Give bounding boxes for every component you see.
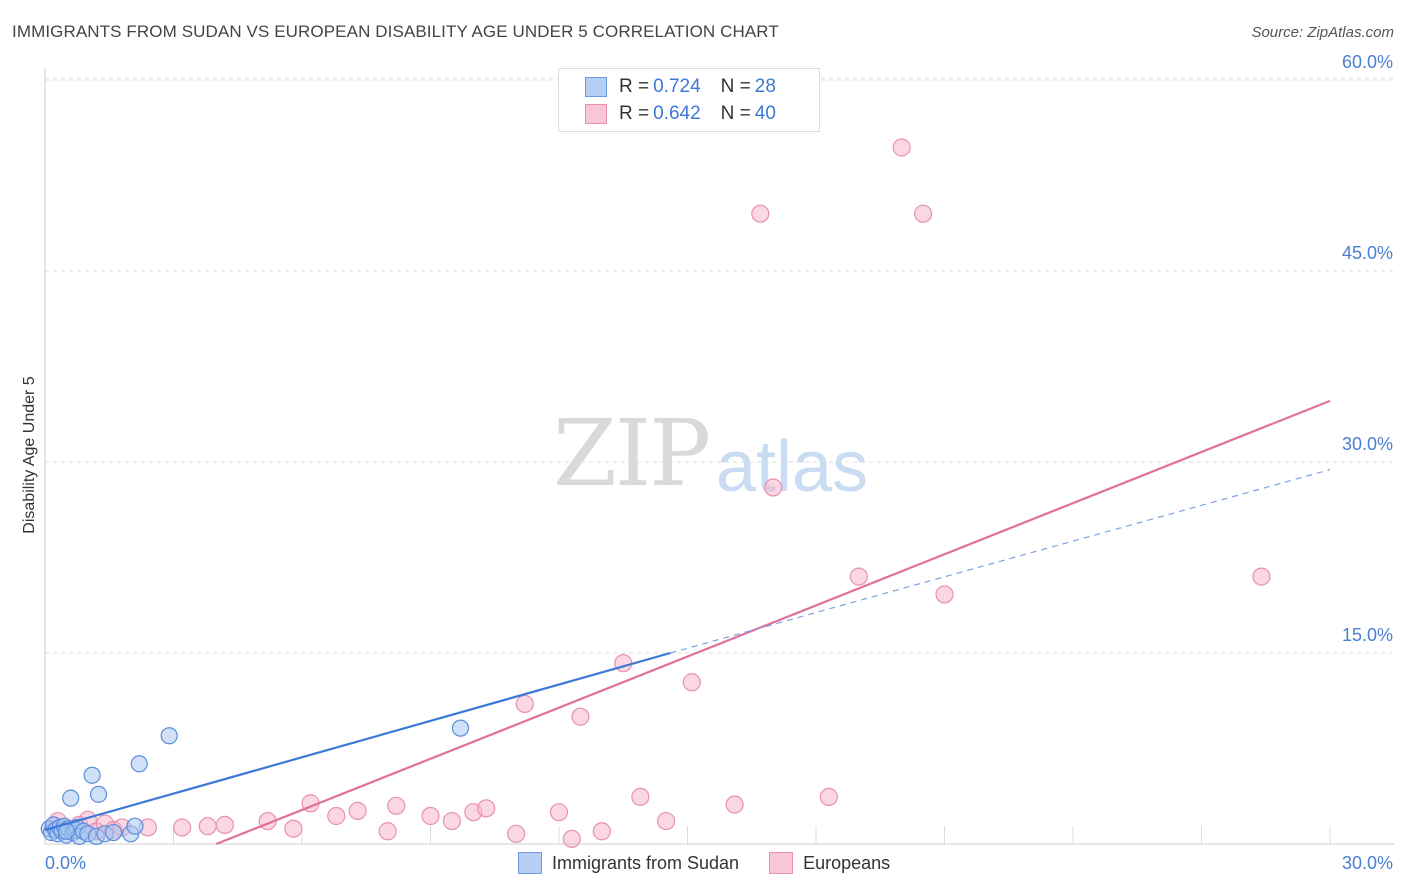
europeans-point xyxy=(849,567,868,586)
sudan-point xyxy=(89,785,108,803)
sudan-point xyxy=(451,719,470,737)
legend-n-value: 28 xyxy=(754,76,776,97)
legend-r-label: R = xyxy=(619,103,650,124)
europeans-point xyxy=(913,204,933,223)
europeans-point xyxy=(215,815,234,835)
bottom-legend-swatch-sudan xyxy=(518,852,542,874)
bottom-legend-sudan: Immigrants from Sudan xyxy=(518,852,739,874)
europeans-point xyxy=(751,204,770,223)
sudan-point xyxy=(160,727,178,745)
source-label: Source: ZipAtlas.com xyxy=(1251,24,1394,41)
x-tick-label: 0.0% xyxy=(45,853,86,873)
europeans-point xyxy=(892,138,911,157)
europeans-point xyxy=(172,818,192,837)
bottom-legend: Immigrants from Sudan Europeans xyxy=(518,852,920,874)
watermark-zip: ZIP xyxy=(553,400,711,507)
y-tick-label: 45.0% xyxy=(1342,243,1393,263)
sudan-trendline xyxy=(44,651,671,832)
europeans-trendline xyxy=(215,399,1331,846)
europeans-point xyxy=(592,822,611,841)
europeans-point xyxy=(725,795,744,814)
europeans-point xyxy=(284,819,303,838)
europeans-point xyxy=(327,806,346,826)
legend-swatch-europeans xyxy=(585,104,607,124)
x-tick-label: 30.0% xyxy=(1342,853,1393,873)
sudan-point xyxy=(62,789,80,807)
europeans-point xyxy=(348,801,367,820)
europeans-point xyxy=(477,799,496,818)
europeans-point xyxy=(571,707,590,726)
legend-n-label: N = xyxy=(720,103,751,124)
europeans-point xyxy=(378,822,397,841)
bottom-legend-label-sudan: Immigrants from Sudan xyxy=(552,852,740,873)
europeans-point xyxy=(421,806,440,826)
europeans-point xyxy=(387,796,406,815)
sudan-point xyxy=(126,817,144,835)
europeans-point xyxy=(1252,567,1271,586)
chart-title: IMMIGRANTS FROM SUDAN VS EUROPEAN DISABI… xyxy=(12,22,779,41)
legend-swatch-sudan xyxy=(585,77,607,97)
europeans-point xyxy=(198,817,217,836)
legend-box: R = 0.724 N = 28 R = 0.642 N = 40 xyxy=(558,68,820,132)
europeans-point xyxy=(549,803,569,822)
legend-r-value: 0.642 xyxy=(653,103,701,124)
legend-row-europeans: R = 0.642 N = 40 xyxy=(585,101,776,127)
europeans-point xyxy=(515,694,534,714)
legend-r-label: R = xyxy=(619,76,650,97)
europeans-point xyxy=(507,824,526,843)
sudan-point xyxy=(83,766,101,784)
sudan-trendline-extension xyxy=(670,469,1331,654)
europeans-point xyxy=(682,673,701,692)
europeans-point xyxy=(442,811,462,831)
europeans-point xyxy=(631,787,650,806)
bottom-legend-swatch-europeans xyxy=(769,852,794,874)
legend-r-value: 0.724 xyxy=(653,76,701,97)
europeans-point xyxy=(764,478,783,497)
europeans-point xyxy=(562,829,581,849)
legend-n-label: N = xyxy=(720,76,751,97)
sudan-point xyxy=(130,755,148,773)
bottom-legend-label-europeans: Europeans xyxy=(803,852,891,873)
bottom-legend-europeans: Europeans xyxy=(769,852,890,874)
europeans-point xyxy=(935,585,954,604)
y-tick-label: 30.0% xyxy=(1342,434,1393,454)
europeans-point xyxy=(656,811,676,831)
legend-n-value: 40 xyxy=(754,103,776,124)
sudan-point xyxy=(104,823,123,842)
europeans-point xyxy=(819,787,838,806)
watermark-atlas: atlas xyxy=(716,427,869,507)
y-tick-label: 15.0% xyxy=(1342,625,1393,645)
legend-row-sudan: R = 0.724 N = 28 xyxy=(585,74,776,100)
y-tick-label: 60.0% xyxy=(1342,52,1393,72)
